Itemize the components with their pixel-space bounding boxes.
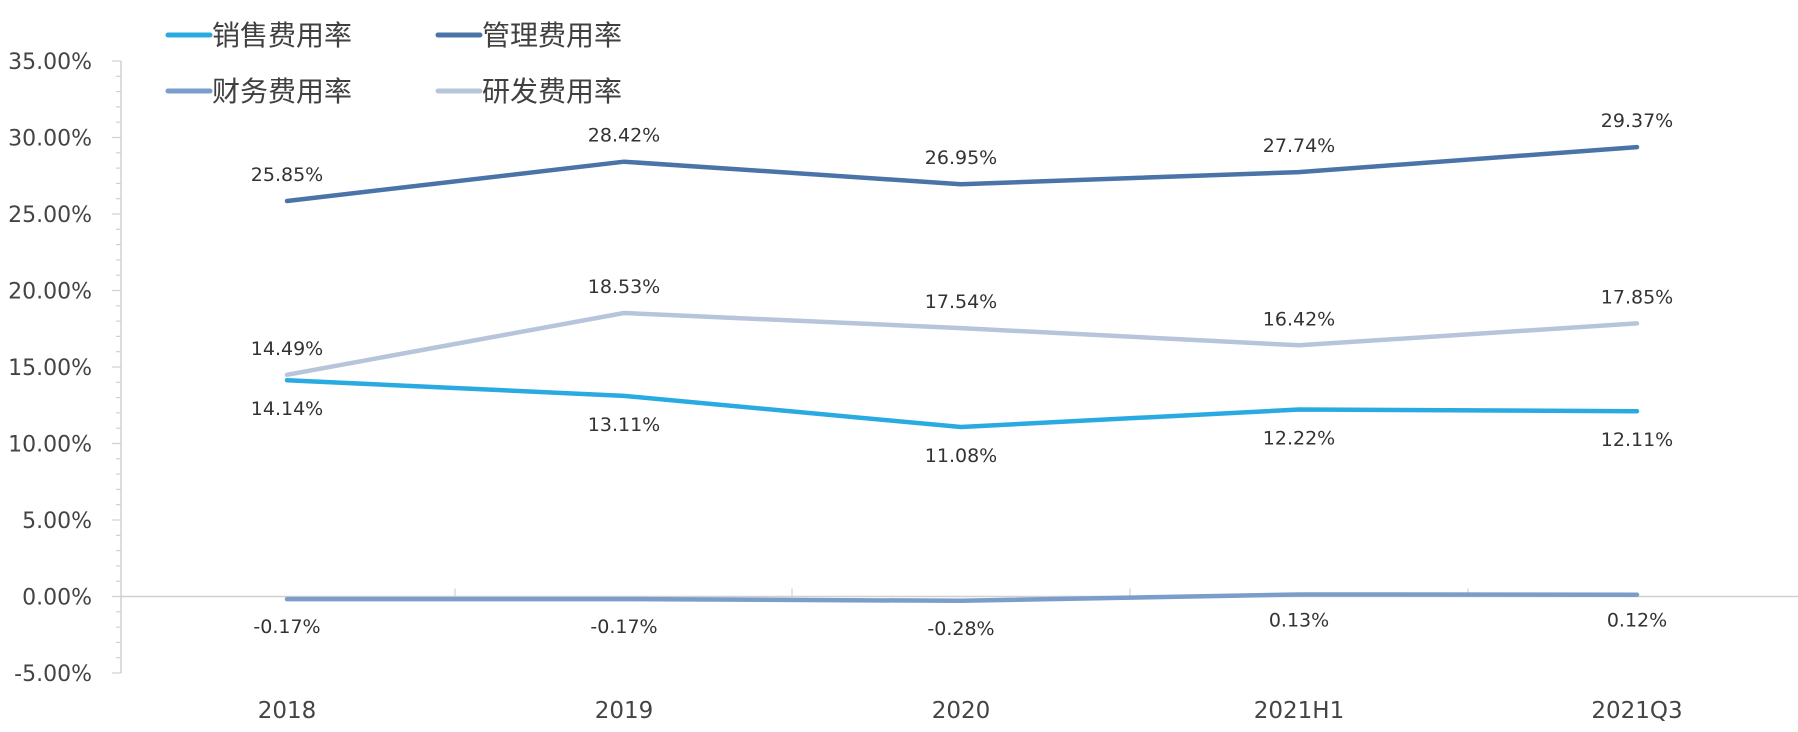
legend-item-3[interactable]: 研发费用率: [435, 75, 622, 108]
data-label: 18.53%: [588, 276, 660, 298]
data-label: 11.08%: [925, 445, 997, 467]
data-label: 25.85%: [251, 164, 323, 186]
legend-label: 财务费用率: [212, 75, 352, 108]
x-tick-label: 2021Q3: [1591, 698, 1682, 724]
y-tick-label: 35.00%: [8, 50, 92, 75]
x-tick-label: 2019: [595, 698, 654, 724]
series-line-3: [284, 310, 1640, 378]
data-label: 28.42%: [588, 125, 660, 147]
x-tick-label: 2021H1: [1254, 698, 1344, 724]
y-tick-label: 10.00%: [8, 433, 92, 458]
data-label: 26.95%: [925, 147, 997, 169]
data-label: 14.49%: [251, 338, 323, 360]
y-tick-label: -5.00%: [14, 662, 92, 687]
y-tick-label: 25.00%: [8, 203, 92, 228]
data-label: 12.22%: [1263, 428, 1335, 450]
data-label: 0.13%: [1269, 610, 1329, 632]
y-tick-label: 30.00%: [8, 127, 92, 152]
legend-label: 研发费用率: [482, 75, 622, 108]
legend-label: 销售费用率: [212, 19, 352, 52]
legend-item-1[interactable]: 管理费用率: [435, 19, 622, 52]
series-line-2: [284, 592, 1640, 604]
y-tick-label: 0.00%: [22, 586, 92, 611]
data-label: -0.17%: [253, 616, 320, 638]
data-label: -0.28%: [927, 618, 994, 640]
x-tick-label: 2018: [258, 698, 317, 724]
data-label: 13.11%: [588, 414, 660, 436]
data-label: 16.42%: [1263, 308, 1335, 330]
series-line-0: [284, 377, 1640, 430]
data-label: 14.14%: [251, 398, 323, 420]
data-label: 27.74%: [1263, 135, 1335, 157]
data-label: 29.37%: [1601, 110, 1673, 132]
x-tick-label: 2020: [932, 698, 991, 724]
axes: -5.00% 0.00% 5.00% 10.00% 15.00% 20.00% 25.00%…: [8, 50, 1798, 724]
legend-item-2[interactable]: 财务费用率: [165, 75, 352, 108]
y-tick-label: 5.00%: [22, 509, 92, 534]
data-label: 0.12%: [1607, 610, 1667, 632]
data-label: 12.11%: [1601, 429, 1673, 451]
data-label: -0.17%: [590, 616, 657, 638]
data-label: 17.54%: [925, 291, 997, 313]
data-label: 17.85%: [1601, 286, 1673, 308]
series-lines: [284, 144, 1640, 604]
legend-label: 管理费用率: [482, 19, 622, 52]
data-labels: 14.14% 13.11% 11.08% 12.22% 12.11% 25.85% 28.4…: [251, 110, 1673, 640]
y-tick-label: 20.00%: [8, 280, 92, 305]
legend-item-0[interactable]: 销售费用率: [165, 19, 352, 52]
y-tick-label: 15.00%: [8, 356, 92, 381]
